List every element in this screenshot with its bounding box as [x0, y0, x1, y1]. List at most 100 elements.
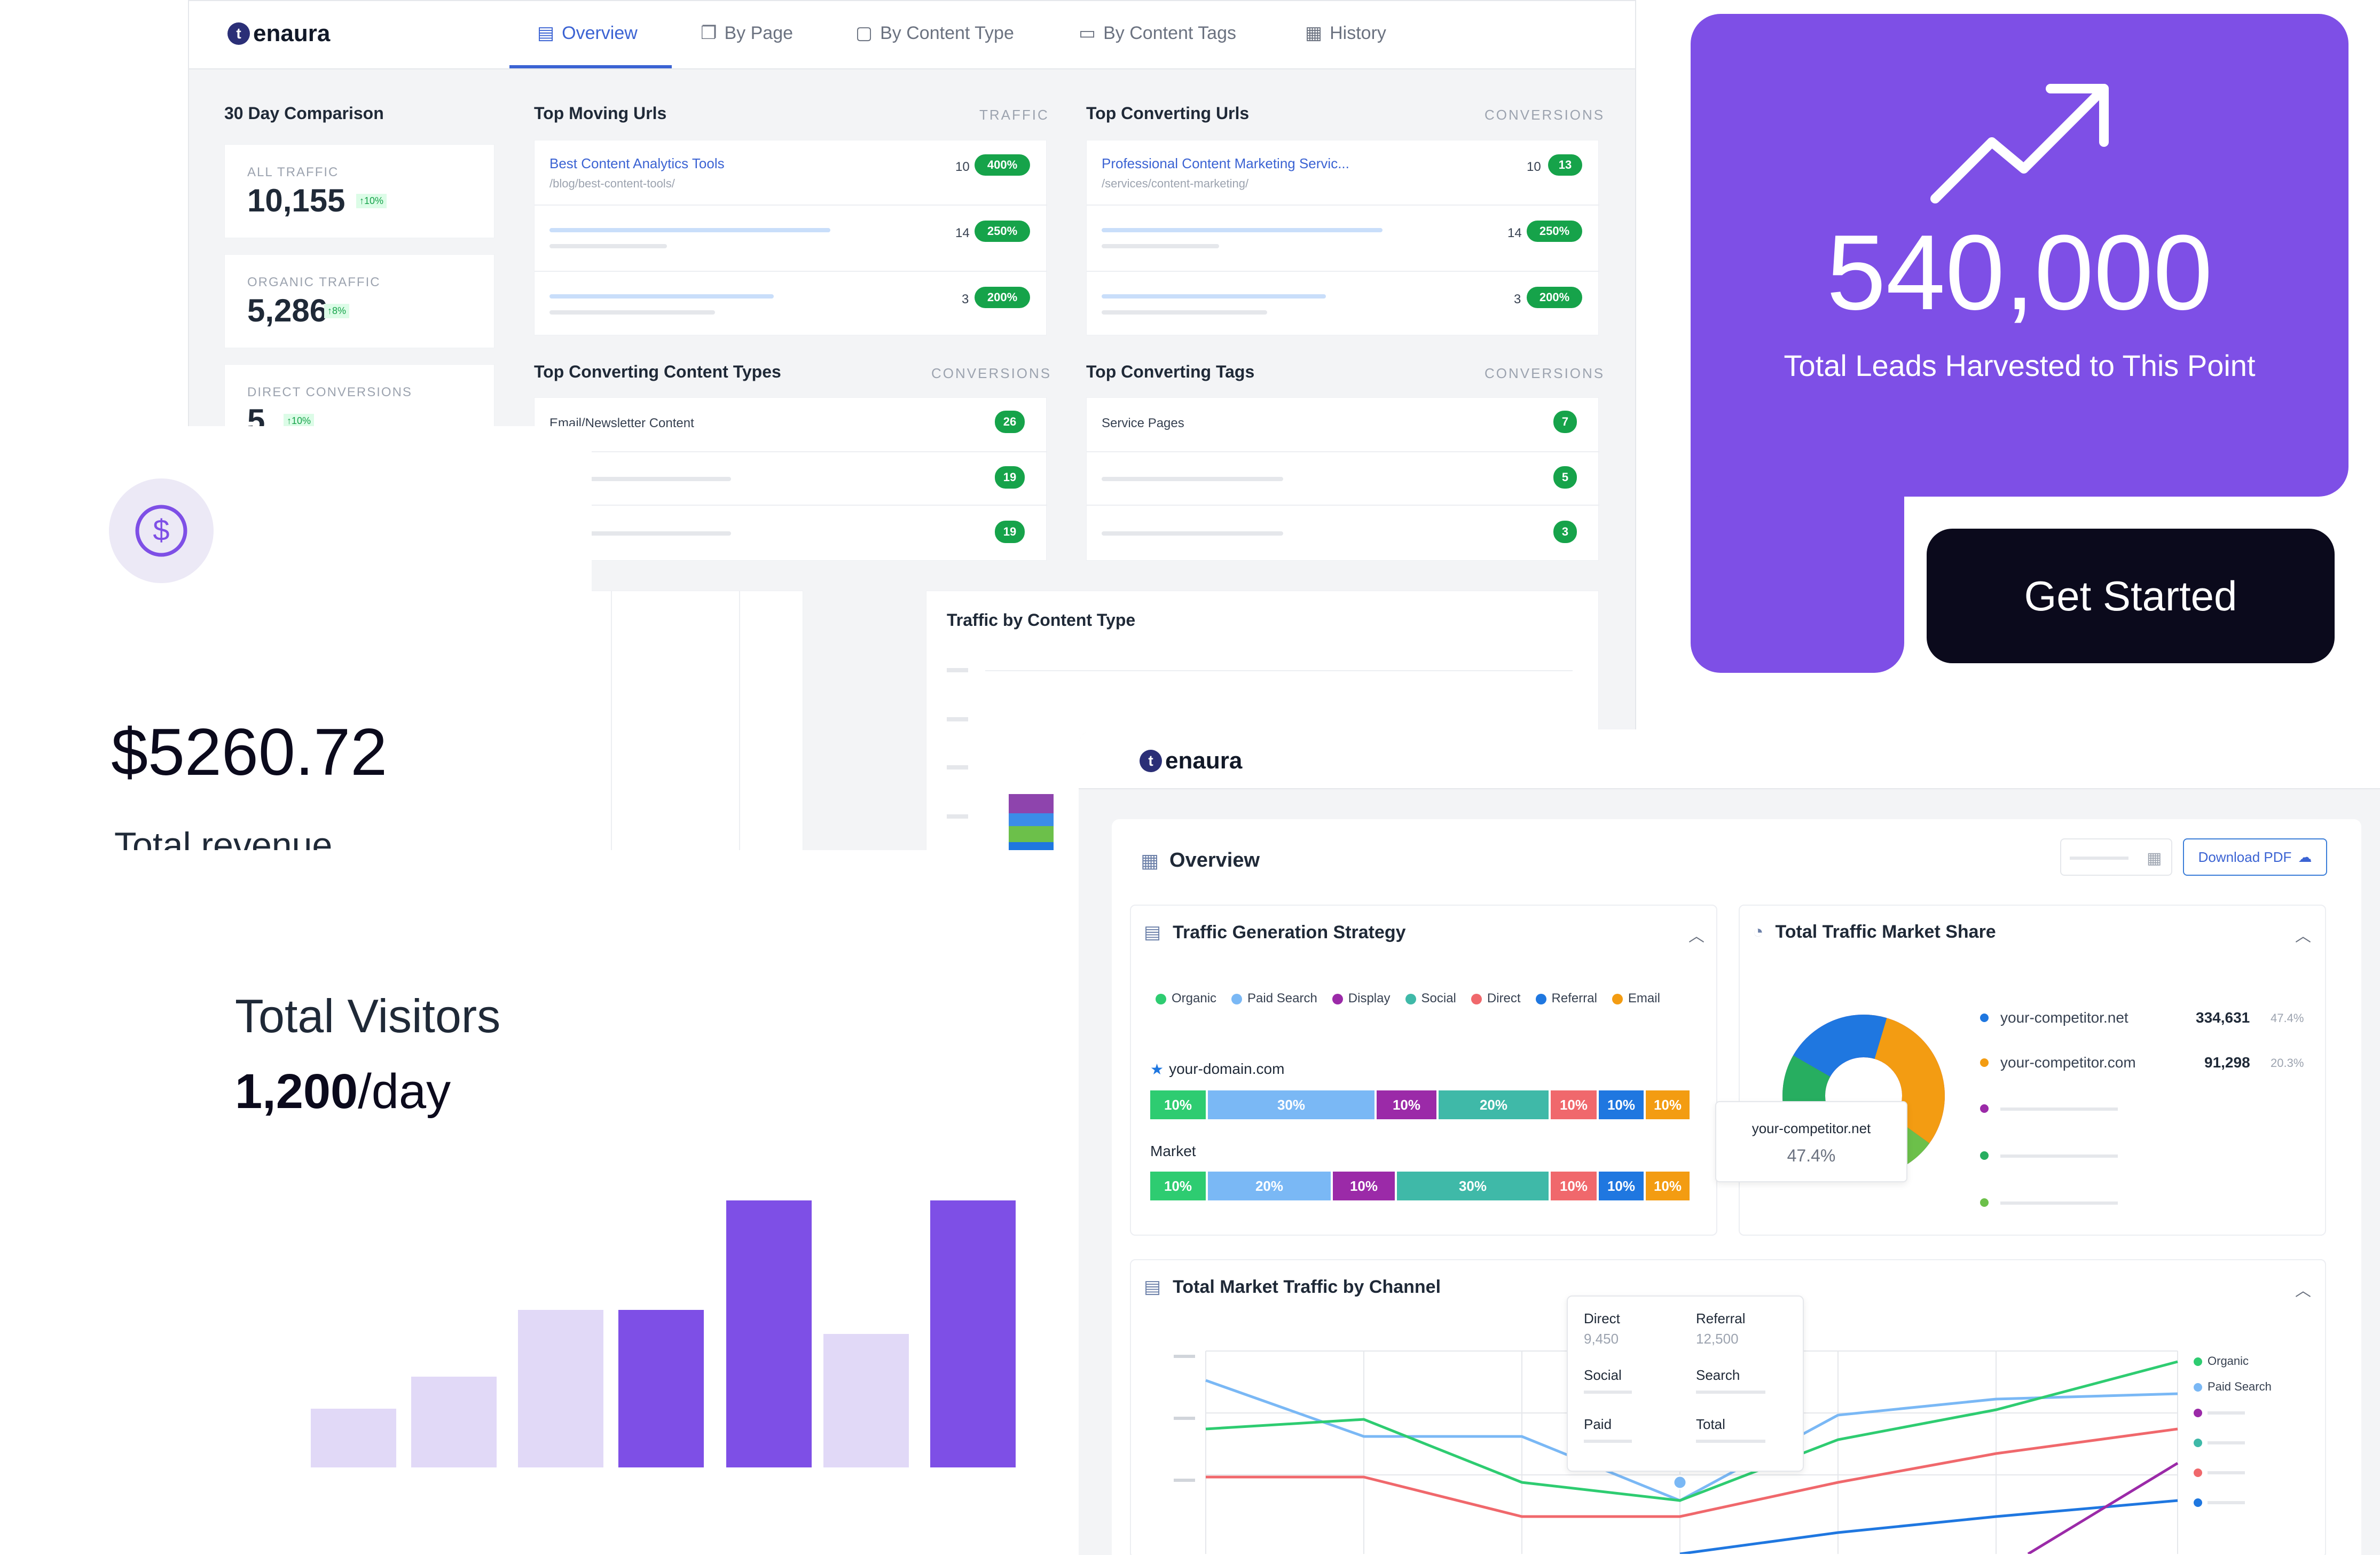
- tooltip-label: Social: [1584, 1367, 1622, 1383]
- visitors-bar: [823, 1334, 909, 1467]
- strategy-segment: 10%: [1377, 1090, 1436, 1119]
- legend-item: Direct: [1471, 991, 1521, 1006]
- legend-item: [2194, 1405, 2272, 1419]
- count-badge: 19: [995, 466, 1025, 489]
- date-picker[interactable]: ▦: [2060, 838, 2172, 876]
- svg-text:$: $: [153, 513, 169, 547]
- chevron-up-icon[interactable]: ︿: [2295, 928, 2311, 945]
- tooltip-value: 12,500: [1696, 1331, 1739, 1347]
- strategy-segment: 10%: [1333, 1172, 1395, 1200]
- legend-label: Display: [1348, 991, 1391, 1006]
- legend-label: Direct: [1487, 991, 1521, 1006]
- url-link[interactable]: Best Content Analytics Tools: [549, 155, 725, 171]
- calendar-icon: ▦: [2147, 850, 2162, 867]
- market-share-header: ◔ Total Traffic Market Share: [1753, 922, 1996, 943]
- placeholder-bar: [1584, 1440, 1632, 1443]
- tooltip-value: 9,450: [1584, 1331, 1619, 1347]
- divider: [1087, 505, 1599, 506]
- pages-icon: ❐: [701, 23, 717, 43]
- brand-name: enaura: [1165, 748, 1243, 774]
- traffic-light-icon: ▤: [1144, 1277, 1161, 1297]
- get-started-button[interactable]: Get Started: [1927, 529, 2335, 663]
- tooltip-label: Direct: [1584, 1310, 1620, 1326]
- axis-tick: [947, 717, 968, 721]
- row-count: 3: [1514, 292, 1521, 307]
- donut-slice: [1782, 1015, 1945, 1177]
- row-label: Market: [1150, 1143, 1196, 1159]
- divider: [1087, 451, 1599, 452]
- chevron-up-icon[interactable]: ︿: [2295, 1282, 2311, 1300]
- download-label: Download PDF: [2198, 849, 2292, 865]
- placeholder-bar: [1102, 310, 1267, 315]
- legend-label: Paid Search: [1247, 991, 1317, 1006]
- logo-icon: t: [1140, 750, 1162, 772]
- percent-badge: 250%: [975, 221, 1030, 242]
- comparison-title: 30 Day Comparison: [224, 104, 384, 123]
- top-converting-meta: CONVERSIONS: [1484, 107, 1605, 123]
- tab-by-page[interactable]: ❐ By Page: [701, 22, 793, 44]
- legend-item: [2194, 1495, 2272, 1509]
- url-path: /services/content-marketing/: [1102, 177, 1249, 190]
- content-types-card: Email/Newsletter Content 26 19 19: [534, 397, 1047, 561]
- leads-label: Total Leads Harvested to This Point: [1784, 349, 2256, 382]
- tab-overview[interactable]: ▤ Overview: [537, 22, 638, 44]
- placeholder-bar: [549, 294, 774, 299]
- tab-by-content-tags[interactable]: ▭ By Content Tags: [1079, 22, 1236, 44]
- row-count: 14: [955, 226, 970, 240]
- legend-item: Organic: [1156, 991, 1216, 1006]
- divider: [535, 205, 1047, 206]
- cloud-download-icon: ☁: [2298, 849, 2312, 865]
- brand-logo[interactable]: t enaura: [227, 20, 330, 47]
- tab-label: By Page: [724, 22, 794, 43]
- count-badge: 3: [1553, 521, 1577, 543]
- competitor-value: 334,631: [2196, 1009, 2250, 1026]
- legend-dot: [1332, 993, 1343, 1004]
- strategy-segment: 10%: [1551, 1172, 1597, 1200]
- strategy-segment: 10%: [1599, 1090, 1644, 1119]
- brand-logo[interactable]: t enaura: [1140, 748, 1242, 774]
- legend-dot: [1980, 1014, 1989, 1022]
- placeholder-bar: [549, 477, 731, 481]
- visitors-bar: [411, 1377, 497, 1467]
- change-badge: ↑10%: [284, 414, 315, 428]
- hover-point[interactable]: [1672, 1475, 1687, 1490]
- chevron-up-icon[interactable]: ︿: [1688, 928, 1705, 945]
- visitors-bar: [618, 1310, 704, 1467]
- legend-item: Organic: [2194, 1354, 2272, 1368]
- download-pdf-button[interactable]: Download PDF ☁: [2183, 838, 2327, 876]
- tab-history[interactable]: ▦ History: [1305, 22, 1386, 44]
- stacked-bar: [1009, 794, 1054, 853]
- strategy-header: ▤ Traffic Generation Strategy: [1144, 922, 1406, 943]
- divider: [1087, 271, 1599, 272]
- pie-chart-icon: ◔: [1753, 922, 1764, 942]
- url-path: /blog/best-content-tools/: [549, 177, 675, 190]
- channel-tooltip: Direct 9,450 Referral 12,500 Social Sear…: [1567, 1295, 1804, 1472]
- top-converting-card: Professional Content Marketing Servic...…: [1086, 140, 1599, 335]
- placeholder-bar: [549, 531, 731, 536]
- legend-label: Organic: [1172, 991, 1217, 1006]
- date-placeholder: [2070, 857, 2128, 860]
- legend-item: [2194, 1435, 2272, 1449]
- market-share-list: your-competitor.net 334,631 47.4% your-c…: [1980, 1000, 2311, 1213]
- legend-item: Referral: [1535, 991, 1597, 1006]
- metric-organic-traffic: ORGANIC TRAFFIC 5,286 ↑8%: [224, 254, 494, 348]
- visitors-value-line: 1,200/day: [235, 1064, 451, 1120]
- placeholder-bar: [1102, 244, 1219, 248]
- strategy-title: Traffic Generation Strategy: [1173, 922, 1406, 943]
- legend-dot: [2194, 1498, 2202, 1507]
- url-link[interactable]: Professional Content Marketing Servic...: [1102, 155, 1349, 171]
- placeholder-bar: [1102, 531, 1283, 536]
- top-moving-title: Top Moving Urls: [534, 104, 667, 123]
- visitors-bar: [930, 1200, 1016, 1467]
- placeholder-bar: [2000, 1201, 2118, 1205]
- strategy-segment: 10%: [1551, 1090, 1597, 1119]
- tab-by-content-type[interactable]: ▢ By Content Type: [855, 22, 1014, 44]
- logo-icon: t: [227, 22, 250, 45]
- metric-label: ORGANIC TRAFFIC: [247, 275, 381, 289]
- legend-dot: [1612, 993, 1623, 1004]
- legend-item: [2194, 1465, 2272, 1479]
- dollar-icon-badge: $: [109, 478, 214, 583]
- strategy-segment: 10%: [1150, 1172, 1206, 1200]
- visitors-title: Total Visitors: [235, 989, 501, 1042]
- divider: [1087, 205, 1599, 206]
